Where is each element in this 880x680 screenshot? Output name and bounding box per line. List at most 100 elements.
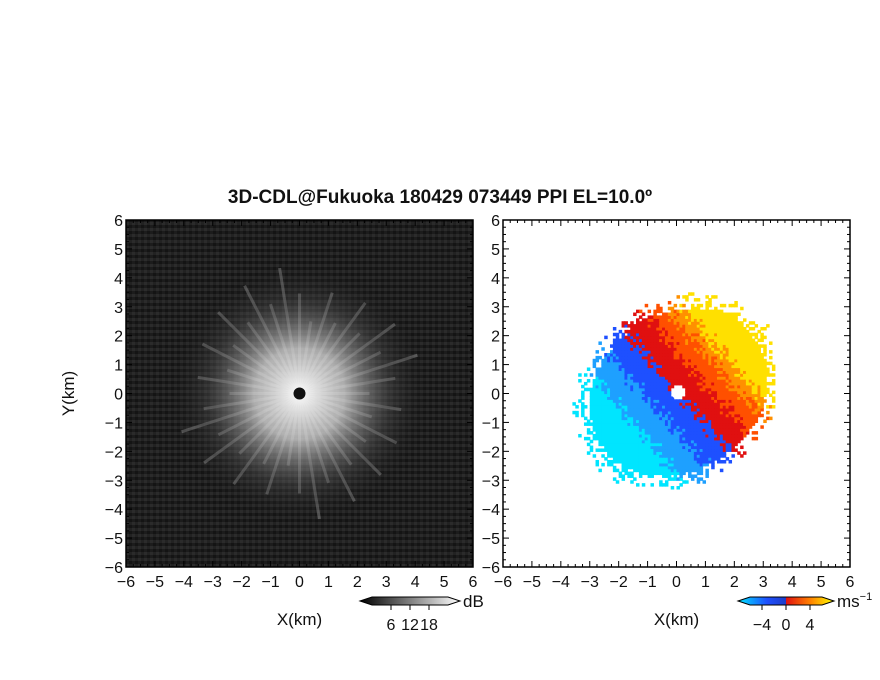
velocity-cell xyxy=(636,361,640,366)
velocity-cell xyxy=(714,338,718,343)
velocity-cell xyxy=(612,399,617,403)
velocity-cell xyxy=(601,422,605,426)
velocity-cell xyxy=(748,425,753,429)
velocity-cell xyxy=(667,436,672,441)
x-tick-label: 5 xyxy=(440,574,449,591)
velocity-cell xyxy=(693,439,698,444)
velocity-cell xyxy=(641,335,646,340)
velocity-cell xyxy=(636,318,640,322)
colorbar-tick-label: 0 xyxy=(782,617,791,634)
velocity-cell xyxy=(734,315,738,319)
velocity-cell xyxy=(702,335,707,340)
velocity-cell xyxy=(751,370,756,374)
velocity-cell xyxy=(612,477,617,481)
velocity-cell xyxy=(745,355,750,360)
velocity-cell xyxy=(690,451,695,455)
velocity-cell xyxy=(716,341,721,345)
velocity-cell xyxy=(673,358,678,363)
velocity-cell xyxy=(644,318,649,322)
velocity-cell xyxy=(763,399,767,403)
velocity-cell xyxy=(664,405,669,409)
velocity-cell xyxy=(670,306,675,311)
velocity-cell xyxy=(679,402,683,406)
velocity-cell xyxy=(670,350,675,354)
velocity-cell xyxy=(740,405,744,409)
velocity-cell xyxy=(714,373,718,377)
velocity-cell xyxy=(656,318,660,322)
velocity-cell xyxy=(667,413,672,418)
velocity-cell xyxy=(615,405,620,409)
velocity-cell xyxy=(769,393,773,397)
velocity-cell xyxy=(604,413,608,418)
velocity-cell xyxy=(771,399,776,403)
velocity-cell xyxy=(664,321,669,325)
velocity-cell xyxy=(745,332,750,337)
velocity-cell xyxy=(627,454,631,458)
velocity-cell xyxy=(708,350,712,354)
velocity-cell xyxy=(627,471,631,476)
velocity-cell xyxy=(618,355,623,360)
velocity-cell xyxy=(662,419,666,424)
velocity-cell xyxy=(627,390,631,395)
velocity-cell xyxy=(621,376,626,380)
velocity-cell xyxy=(714,332,718,337)
velocity-cell xyxy=(612,364,617,369)
velocity-cell xyxy=(667,347,672,351)
velocity-cell xyxy=(644,324,649,328)
velocity-cell xyxy=(688,442,692,447)
velocity-cell xyxy=(659,407,663,412)
velocity-cell xyxy=(630,332,634,337)
velocity-cell xyxy=(688,326,692,331)
velocity-cell xyxy=(601,373,605,377)
velocity-cell xyxy=(688,381,692,386)
velocity-cell xyxy=(771,373,776,377)
velocity-cell xyxy=(716,309,721,314)
velocity-cell xyxy=(719,355,724,360)
velocity-cell xyxy=(598,402,602,406)
velocity-cell xyxy=(621,405,626,409)
velocity-cell xyxy=(685,350,689,354)
velocity-cell xyxy=(604,355,608,360)
velocity-cell xyxy=(670,384,675,389)
velocity-cell xyxy=(638,358,643,363)
velocity-cell xyxy=(650,387,654,392)
left-y-axis-label: Y(km) xyxy=(59,371,78,416)
velocity-cell xyxy=(699,419,704,424)
velocity-cell xyxy=(656,390,660,395)
velocity-cell xyxy=(627,405,631,409)
y-tick-label: −1 xyxy=(105,415,123,432)
velocity-cell xyxy=(650,364,654,369)
velocity-cell xyxy=(647,451,652,455)
velocity-cell xyxy=(667,367,672,371)
velocity-cell xyxy=(607,381,611,386)
velocity-cell xyxy=(719,405,724,409)
velocity-cell xyxy=(633,373,637,377)
velocity-cell xyxy=(644,303,649,308)
velocity-cell xyxy=(595,355,600,360)
velocity-cell xyxy=(728,413,733,418)
velocity-cell xyxy=(633,413,637,418)
velocity-cell xyxy=(766,324,770,328)
velocity-cell xyxy=(638,445,643,450)
velocity-cell xyxy=(748,364,753,369)
velocity-cell xyxy=(731,318,735,322)
velocity-cell xyxy=(644,396,649,400)
velocity-cell xyxy=(641,442,646,447)
velocity-cell xyxy=(624,341,628,345)
velocity-cell xyxy=(636,335,640,340)
velocity-cell xyxy=(699,370,704,374)
velocity-cell xyxy=(618,329,623,334)
velocity-cell xyxy=(745,410,750,415)
velocity-cell xyxy=(760,376,764,380)
velocity-cell xyxy=(592,425,597,429)
velocity-cell xyxy=(604,399,608,403)
velocity-cell xyxy=(612,338,617,343)
velocity-cell xyxy=(702,402,707,406)
velocity-cell xyxy=(589,422,594,426)
velocity-cell xyxy=(754,402,759,406)
velocity-cell xyxy=(662,381,666,386)
velocity-cell xyxy=(653,422,657,426)
velocity-cell xyxy=(725,425,730,429)
velocity-cell xyxy=(670,471,675,476)
velocity-cell xyxy=(745,422,750,426)
